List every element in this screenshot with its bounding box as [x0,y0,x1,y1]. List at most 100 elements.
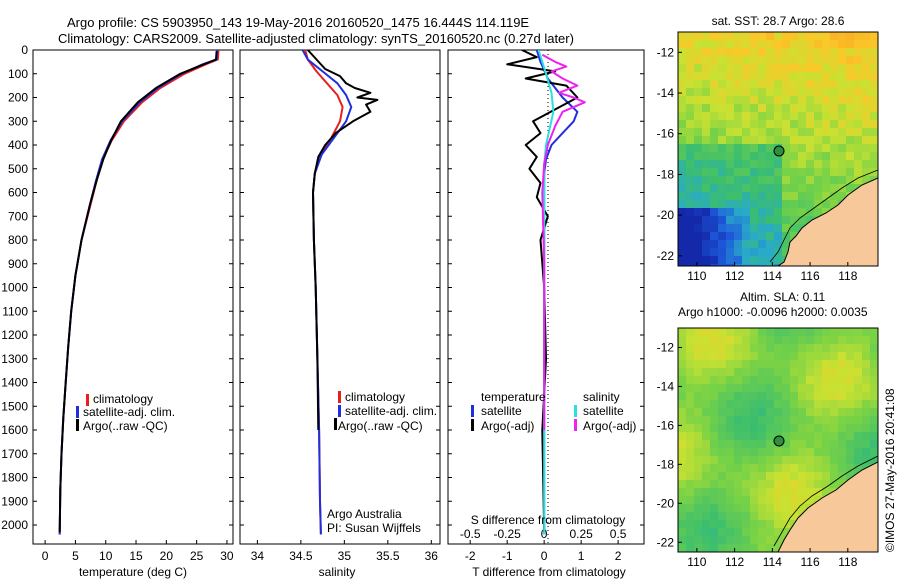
field-cell [726,424,734,432]
field-cell [838,48,846,56]
field-cell [854,336,862,344]
field-cell [846,328,854,336]
field-cell [798,400,806,408]
field-cell [798,344,806,352]
field-cell [790,352,798,360]
field-cell [742,240,750,248]
field-cell [782,56,790,64]
field-cell [734,344,742,352]
field-cell [718,80,726,88]
field-cell [862,376,870,384]
field-cell [846,64,854,72]
field-cell [870,120,878,128]
field-cell [822,352,830,360]
depth-tick-label: 1200 [1,328,28,342]
field-cell [750,528,758,536]
field-cell [854,368,862,376]
lat-tick-label: -22 [657,535,675,549]
field-cell [822,408,830,416]
field-cell [710,240,718,248]
field-cell [758,72,766,80]
legend-climatology: climatology [93,392,153,406]
field-cell [702,440,710,448]
field-cell [734,336,742,344]
field-cell [790,224,798,232]
field-cell [742,136,750,144]
field-cell [782,88,790,96]
field-cell [694,424,702,432]
field-cell [702,232,710,240]
field-cell [718,88,726,96]
legend-t-argo: Argo(-adj) [481,419,534,433]
field-cell [838,152,846,160]
field-cell [758,192,766,200]
field-cell [758,112,766,120]
field-cell [798,152,806,160]
field-cell [774,80,782,88]
field-cell [854,440,862,448]
field-cell [806,40,814,48]
field-cell [758,352,766,360]
field-cell [710,472,718,480]
field-cell [790,192,798,200]
field-cell [814,136,822,144]
field-cell [862,120,870,128]
field-cell [830,408,838,416]
field-cell [774,376,782,384]
field-cell [758,224,766,232]
field-cell [758,368,766,376]
field-cell [830,128,838,136]
field-cell [718,152,726,160]
field-cell [734,408,742,416]
field-cell [790,368,798,376]
lon-tick-label: 116 [801,269,820,283]
field-cell [742,352,750,360]
lon-tick-label: 118 [838,555,857,569]
field-cell [870,360,878,368]
field-cell [686,232,694,240]
field-cell [830,456,838,464]
field-cell [694,256,702,264]
field-cell [710,208,718,216]
field-cell [854,424,862,432]
depth-tick-label: 600 [8,186,28,200]
salinity-legend: climatology satellite-adj. clim. Argo(..… [334,390,437,433]
field-cell [830,480,838,488]
field-cell [766,464,774,472]
field-cell [806,168,814,176]
field-cell [766,128,774,136]
field-cell [774,384,782,392]
field-cell [814,72,822,80]
t-diff-xticks: -2 -1 0 1 2 [465,540,622,563]
field-cell [742,160,750,168]
field-cell [766,488,774,496]
field-cell [734,152,742,160]
field-cell [686,416,694,424]
field-cell [814,112,822,120]
lon-tick-label: 112 [725,269,744,283]
field-cell [750,448,758,456]
argo-position-marker [773,435,785,447]
field-cell [782,32,790,40]
argo-position-marker [773,145,785,157]
field-cell [766,384,774,392]
field-cell [734,392,742,400]
field-cell [750,544,758,552]
field-cell [798,168,806,176]
field-cell [774,96,782,104]
field-cell [814,424,822,432]
field-cell [806,408,814,416]
field-cell [846,440,854,448]
field-cell [726,432,734,440]
field-cell [750,264,758,266]
field-cell [734,112,742,120]
field-cell [678,128,686,136]
field-cell [806,208,814,216]
field-cell [798,88,806,96]
field-cell [798,128,806,136]
field-cell [782,424,790,432]
field-cell [726,368,734,376]
field-cell [782,376,790,384]
field-cell [726,384,734,392]
